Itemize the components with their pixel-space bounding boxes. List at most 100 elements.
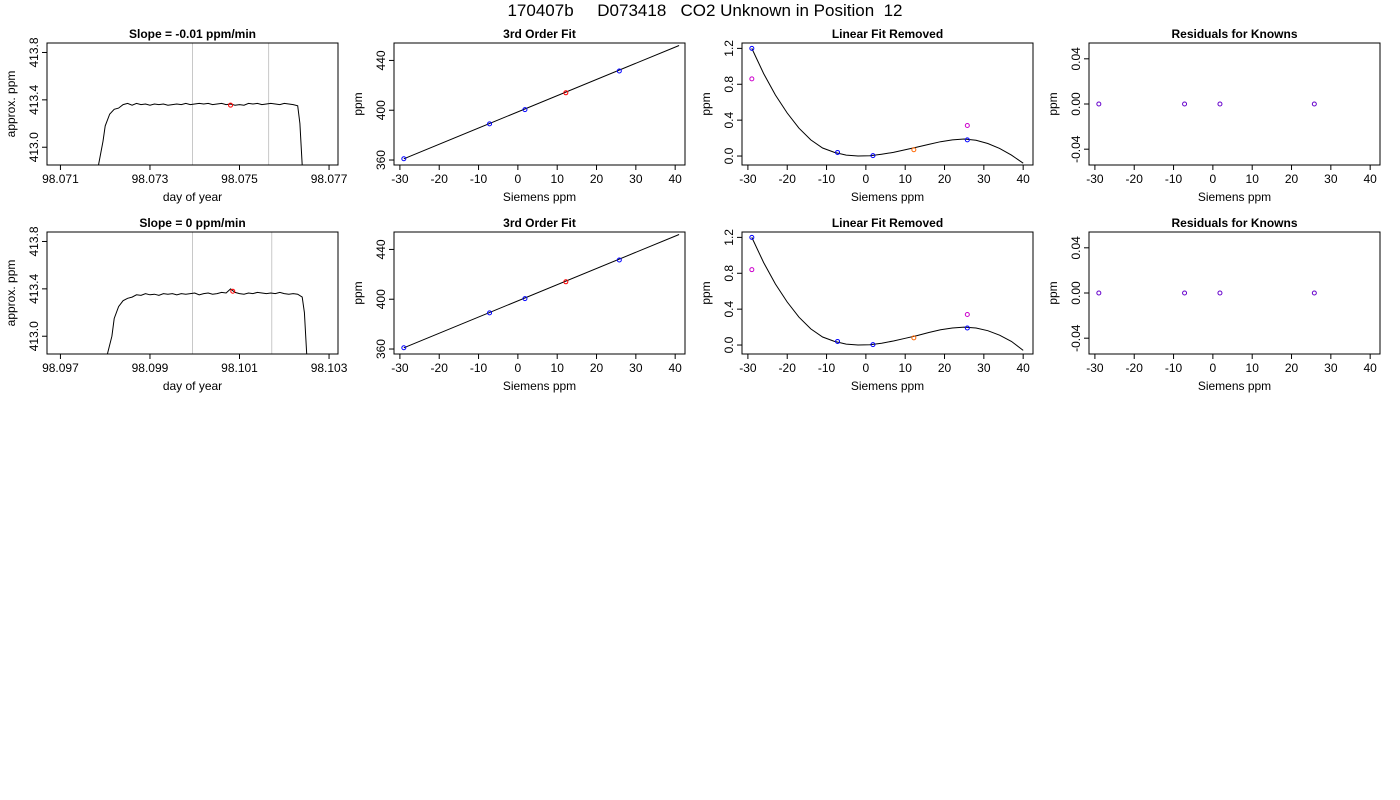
plot-frame (741, 231, 1034, 355)
x-tick-label: -30 (739, 361, 757, 375)
x-tick-label: 98.097 (42, 361, 79, 375)
x-tick-label: -20 (779, 361, 797, 375)
panel-3: Linear Fit Removed -30 -20 -10 0 10 20 30 40 Siem… (699, 27, 1034, 204)
y-axis-label: ppm (351, 281, 365, 304)
x-tick-label: 30 (629, 361, 643, 375)
panel-2: 3rd Order Fit -30 -20 -10 0 10 20 30 40 Siemens p… (351, 27, 686, 204)
y-axis-label: ppm (699, 281, 713, 304)
plot-area (749, 234, 1024, 351)
y-tick-label: 413.4 (27, 85, 41, 115)
data-point (749, 267, 755, 273)
data-point (1311, 290, 1317, 296)
data-point (522, 296, 528, 302)
x-tick-label: -10 (470, 361, 488, 375)
y-tick-label: -0.04 (1069, 324, 1083, 352)
data-point (487, 121, 493, 127)
panel-4: Residuals for Knowns -30 -20 -10 0 10 20 30 40 Si… (1046, 27, 1381, 204)
x-axis: -30 -20 -10 0 10 20 30 40 (739, 354, 1030, 375)
x-tick-label: 0 (515, 172, 522, 186)
data-point (401, 345, 407, 351)
data-point (835, 338, 841, 344)
data-point (870, 342, 876, 348)
x-axis: 98.097 98.099 98.101 98.103 (42, 354, 348, 375)
data-point (1096, 101, 1102, 107)
fit-line (403, 234, 680, 349)
y-tick-label: 0.00 (1069, 281, 1083, 305)
x-tick-label: -10 (470, 172, 488, 186)
y-axis: -0.04 0.00 0.04 (1069, 47, 1089, 163)
data-marker (228, 102, 234, 108)
x-tick-label: 20 (1285, 172, 1299, 186)
x-tick-label: 40 (1016, 172, 1030, 186)
data-point (835, 149, 841, 155)
x-tick-label: 30 (1324, 172, 1338, 186)
y-axis-label: ppm (1046, 92, 1060, 115)
data-point (870, 153, 876, 159)
x-tick-label: 30 (977, 361, 991, 375)
x-axis-label: day of year (163, 190, 222, 204)
x-tick-label: 0 (515, 361, 522, 375)
panel-title: 3rd Order Fit (503, 27, 576, 41)
y-axis-label: ppm (699, 92, 713, 115)
panel-title: Linear Fit Removed (832, 216, 943, 230)
data-point (563, 90, 569, 96)
x-axis-label: Siemens ppm (1198, 190, 1271, 204)
y-tick-label: 440 (374, 239, 388, 259)
data-point (964, 325, 970, 331)
x-axis: 98.071 98.073 98.075 98.077 (42, 165, 348, 186)
y-tick-label: 0.4 (722, 111, 736, 128)
panel-title: Residuals for Knowns (1171, 216, 1297, 230)
x-axis-label: Siemens ppm (851, 190, 924, 204)
x-tick-label: 20 (590, 361, 604, 375)
y-axis: -0.04 0.00 0.04 (1069, 236, 1089, 352)
x-tick-label: 40 (1363, 361, 1377, 375)
x-tick-label: -10 (1165, 361, 1183, 375)
y-tick-label: 413.8 (27, 226, 41, 256)
x-axis: -30 -20 -10 0 10 20 30 40 (1086, 165, 1377, 186)
plot-frame (1088, 42, 1381, 166)
y-axis-label: ppm (1046, 281, 1060, 304)
data-point (964, 123, 970, 129)
data-point (749, 45, 755, 51)
data-point (1182, 101, 1188, 107)
data-point (563, 279, 569, 285)
x-tick-label: 10 (899, 172, 913, 186)
x-tick-label: 30 (977, 172, 991, 186)
data-point (964, 137, 970, 143)
x-tick-label: -30 (391, 361, 409, 375)
y-tick-label: 400 (374, 289, 388, 309)
x-axis-label: Siemens ppm (851, 379, 924, 393)
x-tick-label: 30 (1324, 361, 1338, 375)
y-tick-label: 0.0 (722, 336, 736, 353)
y-axis-label: approx. ppm (4, 260, 18, 327)
data-point (964, 312, 970, 318)
plot-area (106, 232, 308, 354)
x-tick-label: 10 (551, 172, 565, 186)
x-tick-label: 40 (668, 172, 682, 186)
panel-5: Slope = 0 ppm/min 98.097 98.099 98.101 98.10… (4, 216, 348, 393)
panel-title: Slope = 0 ppm/min (139, 216, 245, 230)
y-tick-label: 0.8 (722, 76, 736, 93)
y-axis: 360 400 440 (374, 239, 394, 359)
x-tick-label: -20 (1126, 172, 1144, 186)
x-tick-label: 40 (668, 361, 682, 375)
y-tick-label: 440 (374, 50, 388, 70)
y-tick-label: 0.4 (722, 300, 736, 317)
plot-frame (1088, 231, 1381, 355)
data-point (1217, 290, 1223, 296)
plot-frame (393, 42, 686, 166)
plot-area (401, 45, 680, 162)
y-axis-label: ppm (351, 92, 365, 115)
fit-curve (751, 48, 1024, 164)
x-axis: -30 -20 -10 0 10 20 30 40 (739, 165, 1030, 186)
x-tick-label: 0 (1210, 172, 1217, 186)
y-tick-label: 0.04 (1069, 236, 1083, 260)
x-tick-label: 98.075 (221, 172, 258, 186)
panel-title: Linear Fit Removed (832, 27, 943, 41)
page-title: 170407b D073418 CO2 Unknown in Position … (507, 1, 903, 20)
data-point (749, 76, 755, 82)
data-point (749, 234, 755, 240)
y-axis: 413.0 413.4 413.8 (27, 37, 47, 162)
y-tick-label: 400 (374, 100, 388, 120)
y-axis: 413.0 413.4 413.8 (27, 226, 47, 351)
